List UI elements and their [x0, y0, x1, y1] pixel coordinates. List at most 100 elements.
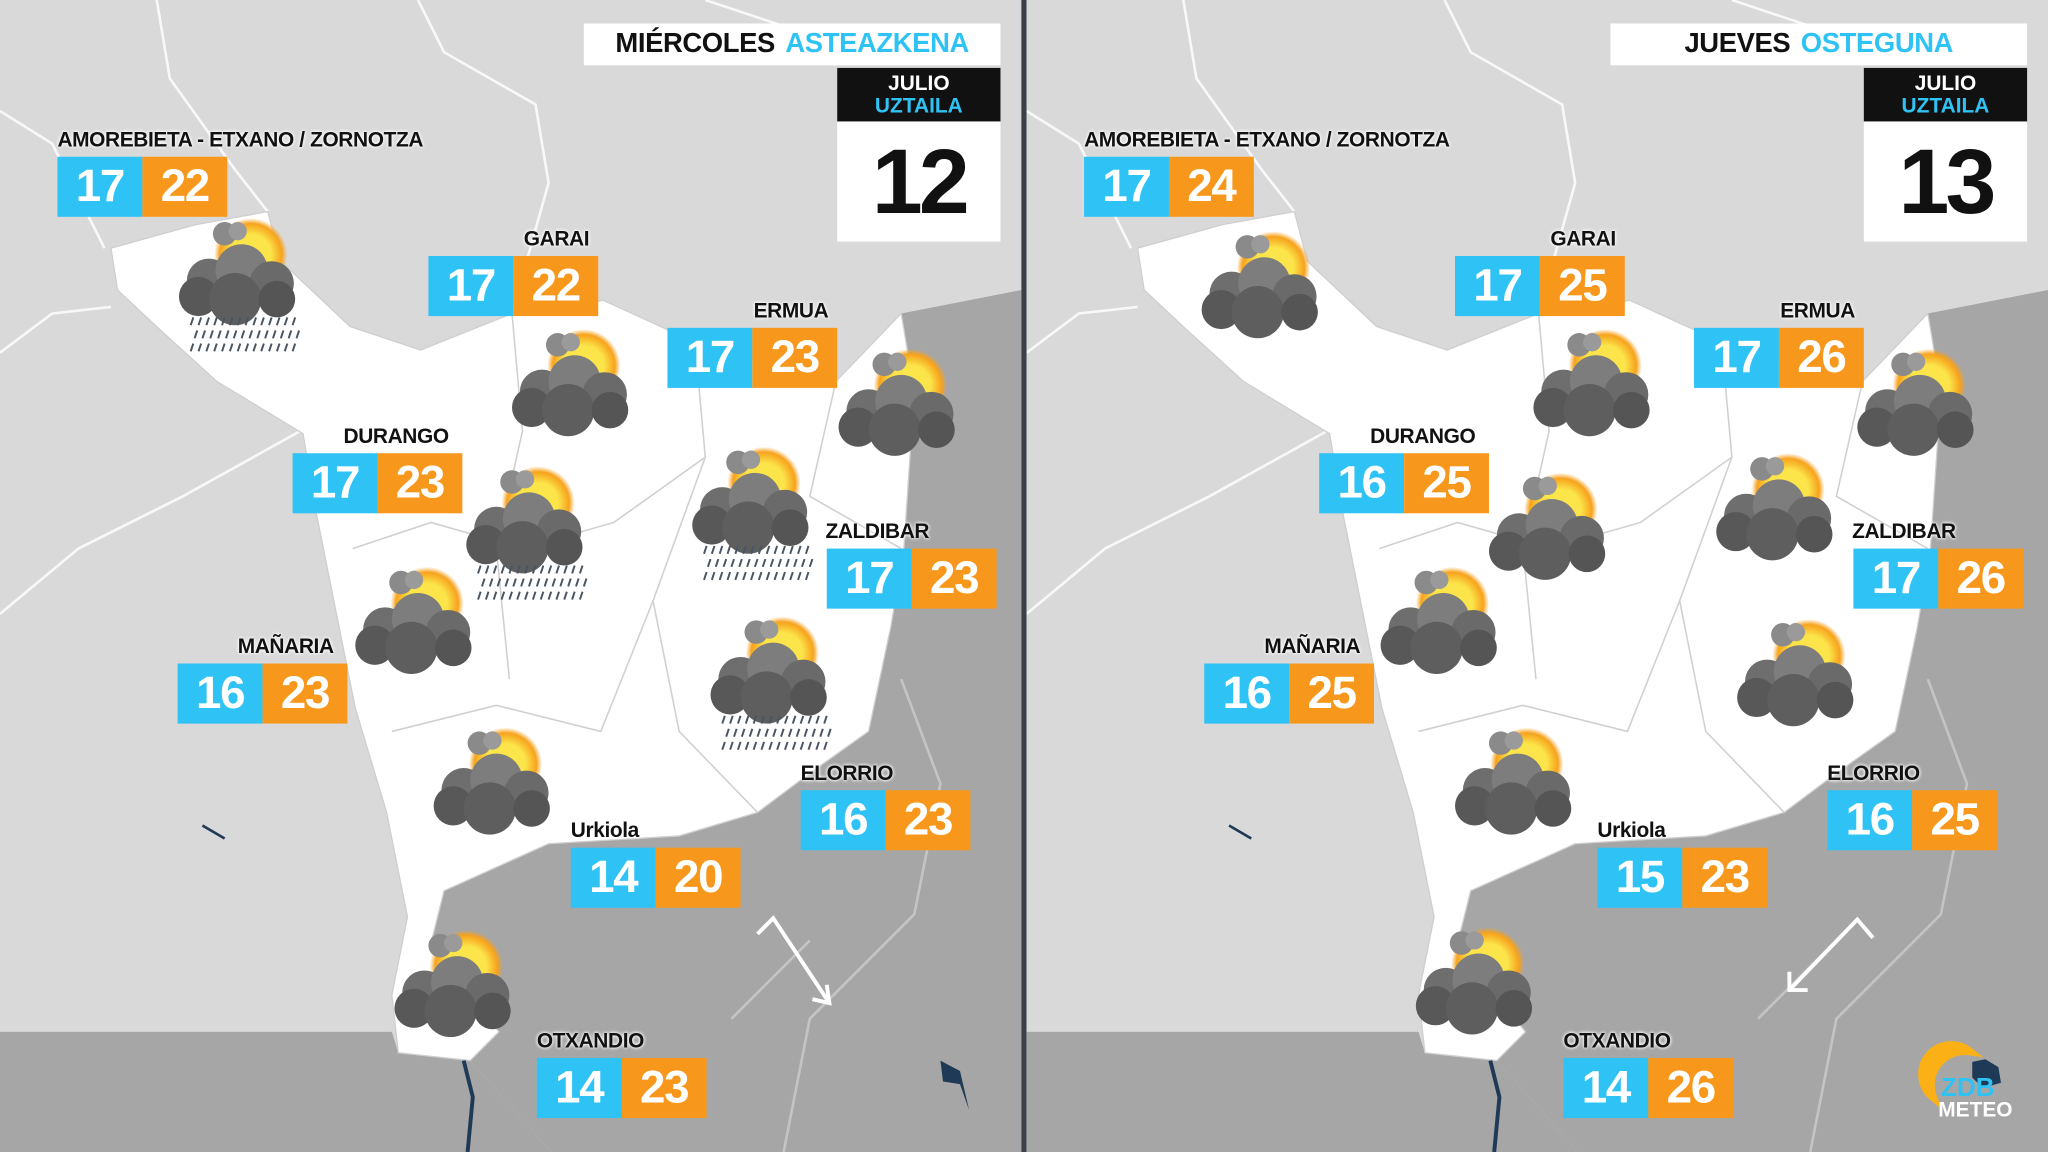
sun-cloud-rain-icon — [692, 446, 814, 581]
dark-region — [431, 289, 1022, 1152]
region-map — [0, 0, 1022, 1152]
city-name: DURANGO — [1370, 425, 1476, 448]
temperature-box: 16 23 — [800, 790, 971, 851]
max-temperature: 24 — [1168, 156, 1254, 217]
max-temperature: 25 — [1912, 790, 1998, 851]
max-temperature: 23 — [1682, 847, 1768, 908]
sun-cloud-icon — [1455, 727, 1572, 835]
month-es: JULIO — [888, 73, 950, 96]
max-temperature: 25 — [1539, 255, 1625, 317]
city-name: GARAI — [1550, 228, 1616, 251]
dark-region — [0, 1031, 552, 1152]
temperature-box: 17 22 — [57, 156, 228, 217]
city-name: AMOREBIETA - ETXANO / ZORNOTZA — [1084, 129, 1450, 152]
month-header: JULIO UZTAILA — [837, 67, 1001, 122]
month-eu: UZTAILA — [1901, 95, 1990, 118]
sun-cloud-icon — [1488, 472, 1606, 580]
temperature-box: 17 23 — [292, 453, 463, 514]
temperature-box: 16 23 — [177, 663, 348, 724]
forecast-panel-day-1: MIÉRCOLES ASTEAZKENA JULIO UZTAILA 12 AMOREBI… — [0, 0, 1022, 1152]
max-temperature: 23 — [621, 1057, 707, 1119]
sun-cloud-icon — [838, 348, 955, 456]
temperature-box: 17 26 — [1694, 327, 1864, 388]
sun-cloud-rain-icon — [466, 466, 588, 600]
max-temperature: 26 — [1648, 1057, 1734, 1119]
municipality-area — [1136, 210, 1942, 1062]
sun-cloud-icon — [1380, 566, 1497, 674]
max-temperature: 23 — [911, 548, 997, 609]
sun-cloud-icon — [1716, 453, 1833, 561]
month-eu: UZTAILA — [874, 95, 963, 118]
min-temperature: 16 — [1319, 453, 1405, 514]
min-temperature: 14 — [570, 847, 656, 908]
day-name-es: JUEVES — [1684, 28, 1791, 59]
day-name-eu: OSTEGUNA — [1800, 28, 1954, 59]
max-temperature: 23 — [262, 663, 348, 724]
municipality-area — [110, 210, 915, 1062]
dark-region — [1457, 289, 2048, 1152]
max-temperature: 23 — [377, 453, 463, 514]
panel-divider — [1021, 0, 1027, 1152]
min-temperature: 17 — [57, 156, 143, 217]
sun-cloud-icon — [1737, 619, 1854, 727]
max-temperature: 25 — [1404, 453, 1489, 514]
city-name: ERMUA — [1780, 300, 1855, 323]
temperature-box: 17 26 — [1853, 548, 2024, 609]
city-name: ZALDIBAR — [825, 521, 930, 544]
city-name: AMOREBIETA - ETXANO / ZORNOTZA — [57, 129, 424, 152]
temperature-box: 17 23 — [826, 548, 997, 609]
city-name: OTXANDIO — [536, 1030, 645, 1053]
city-name: Urkiola — [570, 820, 640, 843]
max-temperature: 22 — [142, 156, 228, 217]
sun-cloud-rain-icon — [178, 218, 301, 352]
month-es: JULIO — [1914, 73, 1977, 96]
sun-cloud-icon — [433, 727, 550, 835]
day-header: MIÉRCOLES ASTEAZKENA — [583, 23, 1001, 66]
city-name: MAÑARIA — [1264, 636, 1361, 659]
sun-cloud-icon — [1201, 231, 1318, 339]
region-map — [1026, 0, 2048, 1152]
temperature-box: 14 23 — [536, 1057, 707, 1119]
sun-cloud-icon — [394, 929, 511, 1038]
min-temperature: 14 — [536, 1057, 622, 1119]
temperature-box: 17 25 — [1455, 255, 1625, 317]
forecast-panel-day-2: JUEVES OSTEGUNA JULIO UZTAILA 13 AMOREBIETA -… — [1026, 0, 2048, 1152]
temperature-box: 17 23 — [667, 327, 838, 388]
min-temperature: 15 — [1597, 847, 1683, 908]
min-temperature: 14 — [1563, 1057, 1649, 1119]
min-temperature: 16 — [800, 790, 886, 851]
city-name: OTXANDIO — [1563, 1030, 1671, 1053]
city-name: ELORRIO — [1827, 762, 1920, 785]
city-name: ZALDIBAR — [1852, 521, 1956, 544]
max-temperature: 20 — [655, 847, 741, 908]
temperature-box: 14 20 — [570, 847, 741, 908]
wind-arrow-southwest-icon — [1787, 916, 1875, 992]
city-name: MAÑARIA — [237, 636, 334, 659]
max-temperature: 26 — [1778, 327, 1864, 388]
min-temperature: 16 — [1204, 663, 1290, 724]
temperature-box: 16 25 — [1319, 453, 1489, 514]
logo-text: ZDB — [1941, 1072, 1995, 1102]
temperature-box: 17 22 — [428, 255, 599, 317]
min-temperature: 17 — [1853, 548, 1939, 609]
max-temperature: 26 — [1938, 548, 2024, 609]
min-temperature: 17 — [826, 548, 912, 609]
sun-cloud-icon — [511, 329, 629, 437]
logo-text: METEO — [1938, 1099, 2012, 1122]
day-header: JUEVES OSTEGUNA — [1610, 23, 2028, 66]
day-number: 13 — [1863, 121, 2028, 242]
city-name: GARAI — [523, 228, 590, 251]
dark-region — [1026, 1031, 1578, 1152]
month-header: JULIO UZTAILA — [1863, 67, 2028, 122]
temperature-box: 16 25 — [1827, 790, 1998, 851]
max-temperature: 23 — [752, 327, 838, 388]
city-name: Urkiola — [1597, 820, 1666, 843]
city-name: ERMUA — [753, 300, 829, 323]
min-temperature: 17 — [667, 327, 753, 388]
day-number: 12 — [837, 121, 1001, 242]
min-temperature: 16 — [1827, 790, 1913, 851]
min-temperature: 17 — [1084, 156, 1169, 217]
sun-cloud-rain-icon — [710, 616, 832, 751]
min-temperature: 17 — [1694, 327, 1779, 388]
